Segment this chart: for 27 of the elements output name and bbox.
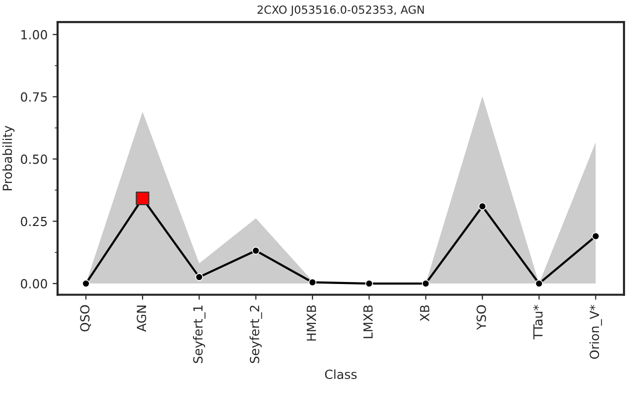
x-tick-label: YSO xyxy=(476,305,486,330)
x-tick-label: Seyfert_1 xyxy=(192,306,206,363)
y-tick-label: 0.25 xyxy=(20,216,47,226)
y-axis-title: Probability xyxy=(2,126,14,190)
x-axis-title: Class xyxy=(325,369,357,380)
y-tick-label: 0.50 xyxy=(20,154,48,164)
x-tick-label: XB xyxy=(420,305,430,322)
point xyxy=(592,232,600,240)
point xyxy=(422,280,430,288)
point xyxy=(308,278,316,286)
x-tick-label: LMXB xyxy=(363,305,373,338)
y-tick-label: 0.00 xyxy=(20,279,48,288)
point xyxy=(478,202,486,210)
y-tick-label: 0.75 xyxy=(20,92,47,102)
point xyxy=(252,246,260,255)
point xyxy=(535,280,543,288)
point xyxy=(82,280,90,288)
chart-title: 2CXO J053516.0-052353, AGN xyxy=(258,5,424,16)
x-tick-label: AGN xyxy=(136,306,146,332)
x-tick-label: HMXB xyxy=(306,305,316,341)
x-tick-label: Seyfert_2 xyxy=(250,306,262,363)
x-tick-label: TTau* xyxy=(533,304,543,340)
point xyxy=(195,273,204,281)
x-tick-label: Orion_V* xyxy=(589,304,602,359)
y-tick-label: 1.00 xyxy=(21,30,48,40)
x-tick-label: QSO xyxy=(80,305,91,332)
point xyxy=(365,280,374,288)
